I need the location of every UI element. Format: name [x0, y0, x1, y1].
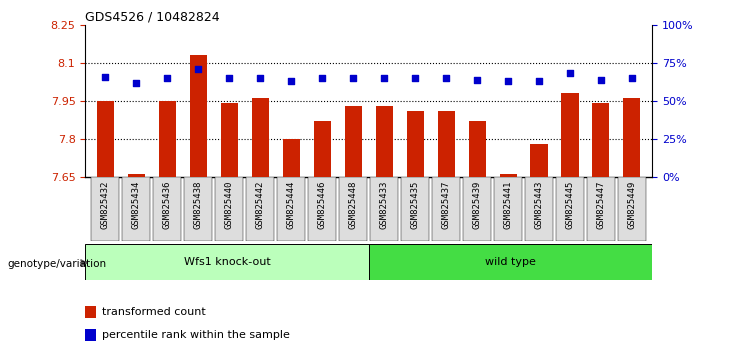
FancyBboxPatch shape: [91, 177, 119, 241]
FancyBboxPatch shape: [185, 177, 212, 241]
FancyBboxPatch shape: [463, 177, 491, 241]
Text: transformed count: transformed count: [102, 307, 206, 317]
Text: GSM825447: GSM825447: [597, 180, 605, 229]
Point: [564, 71, 576, 76]
Bar: [468, 121, 485, 177]
Bar: [127, 175, 144, 177]
Bar: [438, 111, 455, 177]
FancyBboxPatch shape: [308, 177, 336, 241]
Point: [533, 78, 545, 84]
Point: [378, 75, 390, 81]
Text: GSM825446: GSM825446: [318, 180, 327, 229]
Bar: [499, 175, 516, 177]
Bar: [623, 98, 640, 177]
Text: GSM825436: GSM825436: [163, 180, 172, 229]
Point: [130, 80, 142, 85]
Bar: [85, 244, 369, 280]
Text: genotype/variation: genotype/variation: [7, 259, 107, 269]
Bar: [345, 106, 362, 177]
Text: GSM825435: GSM825435: [411, 180, 419, 229]
Bar: [593, 103, 610, 177]
Bar: [282, 139, 299, 177]
Text: GSM825433: GSM825433: [379, 180, 388, 229]
Point: [254, 75, 266, 81]
Point: [316, 75, 328, 81]
Text: percentile rank within the sample: percentile rank within the sample: [102, 330, 290, 340]
Bar: [562, 93, 579, 177]
Bar: [190, 55, 207, 177]
Text: GSM825449: GSM825449: [628, 180, 637, 229]
Point: [223, 75, 235, 81]
Text: GSM825441: GSM825441: [504, 180, 513, 229]
Text: Wfs1 knock-out: Wfs1 knock-out: [184, 257, 270, 267]
FancyBboxPatch shape: [556, 177, 584, 241]
Point: [595, 77, 607, 82]
Bar: [97, 101, 114, 177]
FancyBboxPatch shape: [122, 177, 150, 241]
FancyBboxPatch shape: [246, 177, 274, 241]
FancyBboxPatch shape: [153, 177, 182, 241]
FancyBboxPatch shape: [370, 177, 398, 241]
Text: GSM825442: GSM825442: [256, 180, 265, 229]
Text: GSM825448: GSM825448: [349, 180, 358, 229]
Bar: [531, 144, 548, 177]
Bar: [407, 111, 424, 177]
Point: [193, 66, 205, 72]
Bar: [376, 106, 393, 177]
Point: [162, 75, 173, 81]
Bar: [221, 103, 238, 177]
Text: GSM825445: GSM825445: [565, 180, 574, 229]
Bar: [313, 121, 330, 177]
Point: [471, 77, 483, 82]
FancyBboxPatch shape: [277, 177, 305, 241]
FancyBboxPatch shape: [525, 177, 553, 241]
Text: GSM825439: GSM825439: [473, 180, 482, 229]
Point: [502, 78, 514, 84]
Text: GDS4526 / 10482824: GDS4526 / 10482824: [85, 11, 220, 24]
Bar: [369, 244, 652, 280]
Point: [626, 75, 638, 81]
Bar: [159, 101, 176, 177]
Text: GSM825438: GSM825438: [194, 180, 203, 229]
Bar: [85, 306, 96, 318]
Text: GSM825440: GSM825440: [225, 180, 233, 229]
Text: GSM825437: GSM825437: [442, 180, 451, 229]
FancyBboxPatch shape: [216, 177, 243, 241]
Text: GSM825444: GSM825444: [287, 180, 296, 229]
FancyBboxPatch shape: [401, 177, 429, 241]
FancyBboxPatch shape: [339, 177, 367, 241]
Point: [285, 78, 297, 84]
FancyBboxPatch shape: [587, 177, 615, 241]
Point: [409, 75, 421, 81]
Text: GSM825434: GSM825434: [132, 180, 141, 229]
FancyBboxPatch shape: [432, 177, 460, 241]
Bar: [252, 98, 269, 177]
FancyBboxPatch shape: [494, 177, 522, 241]
FancyBboxPatch shape: [618, 177, 646, 241]
Text: wild type: wild type: [485, 257, 536, 267]
Text: GSM825432: GSM825432: [101, 180, 110, 229]
Bar: [85, 329, 96, 341]
Text: GSM825443: GSM825443: [534, 180, 543, 229]
Point: [99, 74, 111, 79]
Point: [440, 75, 452, 81]
Point: [348, 75, 359, 81]
